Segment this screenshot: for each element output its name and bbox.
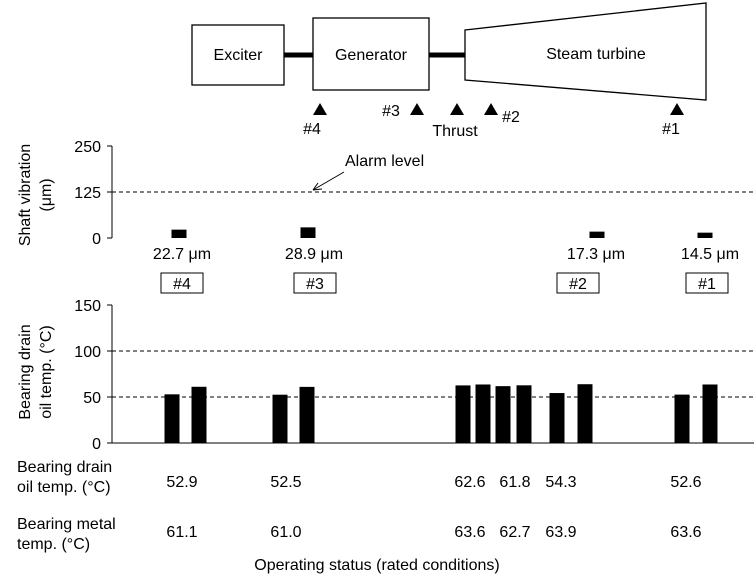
metal-temp-bar-3	[299, 386, 315, 443]
drain-oil-bar-4	[164, 394, 180, 443]
vibration-tick-label-125: 125	[74, 185, 101, 202]
metal-temp-bar-4	[191, 386, 207, 443]
metal-temp-row-label-line1: Bearing metal	[17, 516, 116, 533]
thrust-label: Thrust	[432, 123, 478, 140]
drain-oil-value-4: 52.9	[166, 474, 197, 491]
metal-temp-bar-1	[702, 384, 718, 443]
exciter-box	[191, 24, 285, 86]
metal-temp-bar-2c	[577, 384, 593, 443]
vibration-value-label-2: 17.3 μm	[567, 246, 625, 263]
drain-oil-bar-2a	[455, 385, 471, 443]
bearing-4-box	[160, 272, 204, 294]
metal-temp-bar-2a	[475, 384, 491, 443]
metal-temp-value-3: 61.0	[270, 524, 301, 541]
temperature-table: Bearing drain oil temp. (°C) 52.9 52.5 6…	[17, 459, 702, 553]
alarm-pointer-head-b	[312, 182, 319, 191]
drain-oil-value-3: 52.5	[270, 474, 301, 491]
vibration-value-label-1: 14.5 μm	[681, 246, 739, 263]
sensor-4-label: #4	[303, 121, 321, 138]
metal-temp-bar-2b	[516, 385, 532, 443]
metal-temp-value-2b: 62.7	[499, 524, 530, 541]
sensor-2-marker	[484, 103, 498, 115]
drain-oil-value-2a: 62.6	[454, 474, 485, 491]
sensor-3-marker	[410, 103, 424, 115]
bearing-1-box	[685, 272, 729, 294]
exciter-label: Exciter	[214, 47, 264, 64]
x-axis-title: Operating status (rated conditions)	[254, 557, 499, 574]
vibration-tick-label-0: 0	[92, 231, 101, 248]
metal-temp-value-1: 63.6	[670, 524, 701, 541]
metal-temp-value-2a: 63.6	[454, 524, 485, 541]
sensor-4-marker	[313, 103, 327, 115]
alarm-pointer-head-a	[312, 188, 323, 191]
alarm-level-pointer	[312, 171, 345, 191]
bearing-3-box	[293, 272, 337, 294]
thrust-marker	[450, 103, 464, 115]
vibration-value-label-3: 28.9 μm	[285, 246, 343, 263]
machine-schematic: Exciter Generator Steam turbine	[191, 2, 707, 101]
vibration-value-label-4: 22.7 μm	[153, 246, 211, 263]
vibration-chart: Shaft vibration (μm) 250 125 0 Alarm lev…	[17, 139, 754, 294]
vibration-bar-1	[697, 232, 713, 238]
vibration-tick-label-250: 250	[74, 139, 101, 156]
temperature-chart: Bearing drain oil temp. (°C) 150 100 50 …	[17, 298, 754, 453]
drain-oil-bar-1	[674, 394, 690, 443]
drain-oil-row-label-line1: Bearing drain	[17, 459, 112, 476]
sensor-2-label: #2	[502, 109, 520, 126]
temp-tick-label-150: 150	[74, 298, 101, 315]
bearing-4-box-label: #4	[173, 276, 191, 293]
temp-tick-label-0: 0	[92, 436, 101, 453]
sensor-markers: #4 #3 Thrust #2 #1	[303, 103, 684, 140]
sensor-3-label: #3	[382, 103, 400, 120]
drain-oil-bar-2c	[549, 393, 565, 443]
bearing-2-box	[556, 272, 600, 294]
temp-ylabel-line1: Bearing drain	[17, 324, 34, 419]
drain-oil-value-2c: 54.3	[545, 474, 576, 491]
metal-temp-value-4: 61.1	[166, 524, 197, 541]
steam-turbine-label: Steam turbine	[546, 46, 646, 63]
temp-ylabel-line2: oil temp. (°C)	[38, 325, 55, 419]
generator-box	[312, 17, 430, 91]
bearing-1-box-label: #1	[698, 276, 716, 293]
vibration-bar-4	[171, 229, 187, 238]
sensor-1-marker	[670, 103, 684, 115]
generator-label: Generator	[335, 47, 408, 64]
drain-oil-bar-2b	[495, 386, 511, 443]
metal-temp-row-label-line2: temp. (°C)	[17, 536, 90, 553]
vibration-ylabel-line2: (μm)	[38, 178, 55, 211]
drain-oil-row-label-line2: oil temp. (°C)	[17, 479, 111, 496]
temp-tick-label-100: 100	[74, 344, 101, 361]
temp-tick-label-50: 50	[83, 390, 101, 407]
vibration-ylabel-line1: Shaft vibration	[17, 144, 34, 246]
vibration-bar-2	[589, 231, 605, 238]
drain-oil-bar-3	[272, 394, 288, 443]
bearing-3-box-label: #3	[306, 276, 324, 293]
drain-oil-value-1: 52.6	[670, 474, 701, 491]
alarm-level-label: Alarm level	[345, 153, 424, 170]
metal-temp-value-2c: 63.9	[545, 524, 576, 541]
sensor-1-label: #1	[662, 121, 680, 138]
drain-oil-value-2b: 61.8	[499, 474, 530, 491]
vibration-bar-3	[300, 227, 316, 238]
bearing-2-box-label: #2	[569, 276, 587, 293]
steam-turbine-shape	[464, 2, 707, 101]
